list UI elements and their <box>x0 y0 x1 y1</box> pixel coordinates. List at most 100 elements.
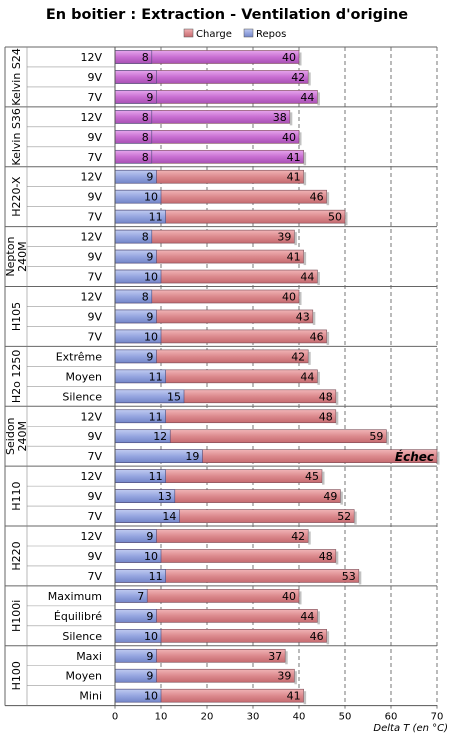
value-charge: 41 <box>287 690 301 703</box>
row-label: 7V <box>87 91 102 104</box>
row-label: 12V <box>80 111 102 124</box>
value-charge: 44 <box>300 271 314 284</box>
row-label: Maximum <box>48 590 102 603</box>
x-axis-label: Delta T (en °C) <box>373 723 448 734</box>
bar-shadow <box>289 112 293 126</box>
group-label: H100i <box>10 600 23 632</box>
bar-shadow <box>335 411 339 425</box>
value-charge-fail: Échec <box>395 449 434 464</box>
bar-shadow <box>386 431 389 445</box>
value-repos: 9 <box>146 530 153 543</box>
row-label: 9V <box>87 191 102 204</box>
value-charge: 46 <box>310 330 324 343</box>
value-charge: 44 <box>300 91 314 104</box>
value-repos: 8 <box>142 151 149 164</box>
legend: Charge Repos <box>183 28 286 40</box>
bar-shadow <box>326 631 330 645</box>
value-repos: 9 <box>146 650 153 663</box>
value-repos: 8 <box>142 291 149 304</box>
group-label: Nepton240M <box>4 237 29 277</box>
x-tick-label: 40 <box>293 712 306 723</box>
x-tick-label: 70 <box>431 712 444 723</box>
value-repos: 10 <box>144 690 158 703</box>
bar-shadow <box>303 172 307 186</box>
bar-shadow <box>322 471 325 485</box>
bar-shadow <box>294 671 297 685</box>
value-charge: 39 <box>277 670 291 683</box>
value-charge: 41 <box>287 151 301 164</box>
value-charge: 59 <box>369 430 383 443</box>
x-tick-label: 20 <box>201 712 214 723</box>
value-charge: 38 <box>273 111 287 124</box>
x-axis-ticks: 0 10 20 30 40 50 60 70 <box>112 705 444 723</box>
value-repos: 12 <box>153 430 167 443</box>
value-charge: 46 <box>310 191 324 204</box>
bar-shadow <box>308 72 311 86</box>
value-repos: 9 <box>146 310 153 323</box>
bar-shadow <box>358 571 362 585</box>
group-label: H105 <box>10 302 23 331</box>
value-repos: 7 <box>137 590 144 603</box>
value-repos: 8 <box>142 51 149 64</box>
value-repos: 10 <box>144 330 158 343</box>
value-repos: 10 <box>144 191 158 204</box>
row-label: 9V <box>87 251 102 264</box>
row-label: 7V <box>87 570 102 583</box>
row-label: 9V <box>87 550 102 563</box>
group-label: H2o 1250 <box>10 350 23 404</box>
bar-shadow <box>317 272 320 286</box>
row-label: 7V <box>87 450 102 463</box>
value-repos: 9 <box>146 71 153 84</box>
group-label: H100 <box>10 661 23 690</box>
group-label: H220-X <box>10 176 23 217</box>
value-charge: 40 <box>282 291 296 304</box>
value-repos: 10 <box>144 271 158 284</box>
group-label: H110 <box>10 481 23 510</box>
row-label: Silence <box>62 390 102 403</box>
row-label: Équilibré <box>54 610 102 623</box>
bar-shadow <box>437 451 440 465</box>
row-label: 9V <box>87 430 102 443</box>
value-repos: 11 <box>149 570 163 583</box>
value-charge: 46 <box>310 630 324 643</box>
value-repos: 10 <box>144 550 158 563</box>
bar-shadow <box>345 212 348 226</box>
bar-shadow <box>308 351 311 365</box>
value-repos: 15 <box>167 390 181 403</box>
x-tick-label: 60 <box>385 712 398 723</box>
bar-shadow <box>340 491 343 505</box>
value-repos: 9 <box>146 610 153 623</box>
x-tick-label: 10 <box>155 712 168 723</box>
row-label: 12V <box>80 410 102 423</box>
row-label: 7V <box>87 271 102 284</box>
bar-shadow <box>303 152 307 166</box>
value-repos: 11 <box>149 470 163 483</box>
value-charge: 42 <box>291 71 305 84</box>
value-charge: 39 <box>277 231 291 244</box>
bar-shadow <box>312 311 316 325</box>
x-tick-label: 50 <box>339 712 352 723</box>
value-charge: 50 <box>328 211 342 224</box>
frame <box>4 46 437 707</box>
bar-shadow <box>299 591 302 605</box>
group-label: Kelvin S24 <box>10 48 23 106</box>
row-label: 9V <box>87 71 102 84</box>
row-label: Silence <box>62 630 102 643</box>
value-charge: 40 <box>282 590 296 603</box>
value-repos: 9 <box>146 171 153 184</box>
value-repos: 10 <box>144 630 158 643</box>
row-label: 9V <box>87 131 102 144</box>
value-repos: 11 <box>149 370 163 383</box>
group-label: Kelvin S36 <box>10 108 23 166</box>
row-label: 7V <box>87 211 102 224</box>
row-label: Extrême <box>56 350 103 363</box>
bar-shadow <box>317 92 320 106</box>
value-repos: 9 <box>146 670 153 683</box>
bar-shadow <box>303 691 307 705</box>
value-charge: 40 <box>282 131 296 144</box>
bar-shadow <box>326 192 330 206</box>
bar-shadow <box>294 232 297 246</box>
value-charge: 43 <box>296 310 310 323</box>
value-charge: 41 <box>287 171 301 184</box>
value-charge: 37 <box>268 650 282 663</box>
